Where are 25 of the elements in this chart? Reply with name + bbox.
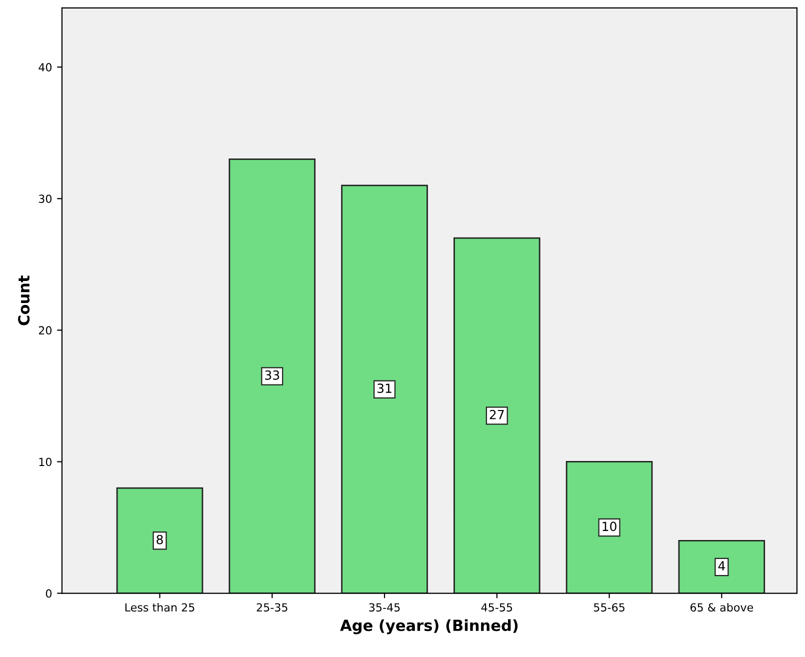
x-tick-label: Less than 25	[125, 602, 194, 612]
bar	[678, 540, 766, 594]
data-label: 4	[718, 561, 725, 570]
bar	[228, 158, 316, 594]
x-tick-label: 65 & above	[690, 602, 754, 612]
bar	[341, 184, 428, 594]
data-label: 10	[602, 522, 616, 532]
data-label: 31	[378, 384, 392, 393]
x-tick-label: 45-55	[481, 603, 512, 612]
bar	[453, 237, 540, 594]
y-tick-label: 0	[46, 589, 52, 598]
bar	[566, 461, 653, 594]
data-label: 33	[265, 370, 280, 380]
data-label: 8	[156, 534, 163, 544]
x-tick-label: 25-35	[256, 603, 288, 612]
y-tick-label: 30	[38, 194, 52, 204]
y-tick-label: 20	[38, 326, 52, 335]
y-tick-label: 40	[38, 63, 52, 72]
y-tick-label: 10	[39, 458, 52, 466]
data-label: 27	[490, 410, 504, 420]
x-axis-title: Age (years) (Binned)	[340, 619, 518, 634]
y-axis-title: Count	[18, 276, 30, 326]
bar	[116, 487, 204, 594]
x-tick-label: 55-65	[594, 603, 624, 612]
x-tick-label: 35-45	[369, 603, 400, 612]
